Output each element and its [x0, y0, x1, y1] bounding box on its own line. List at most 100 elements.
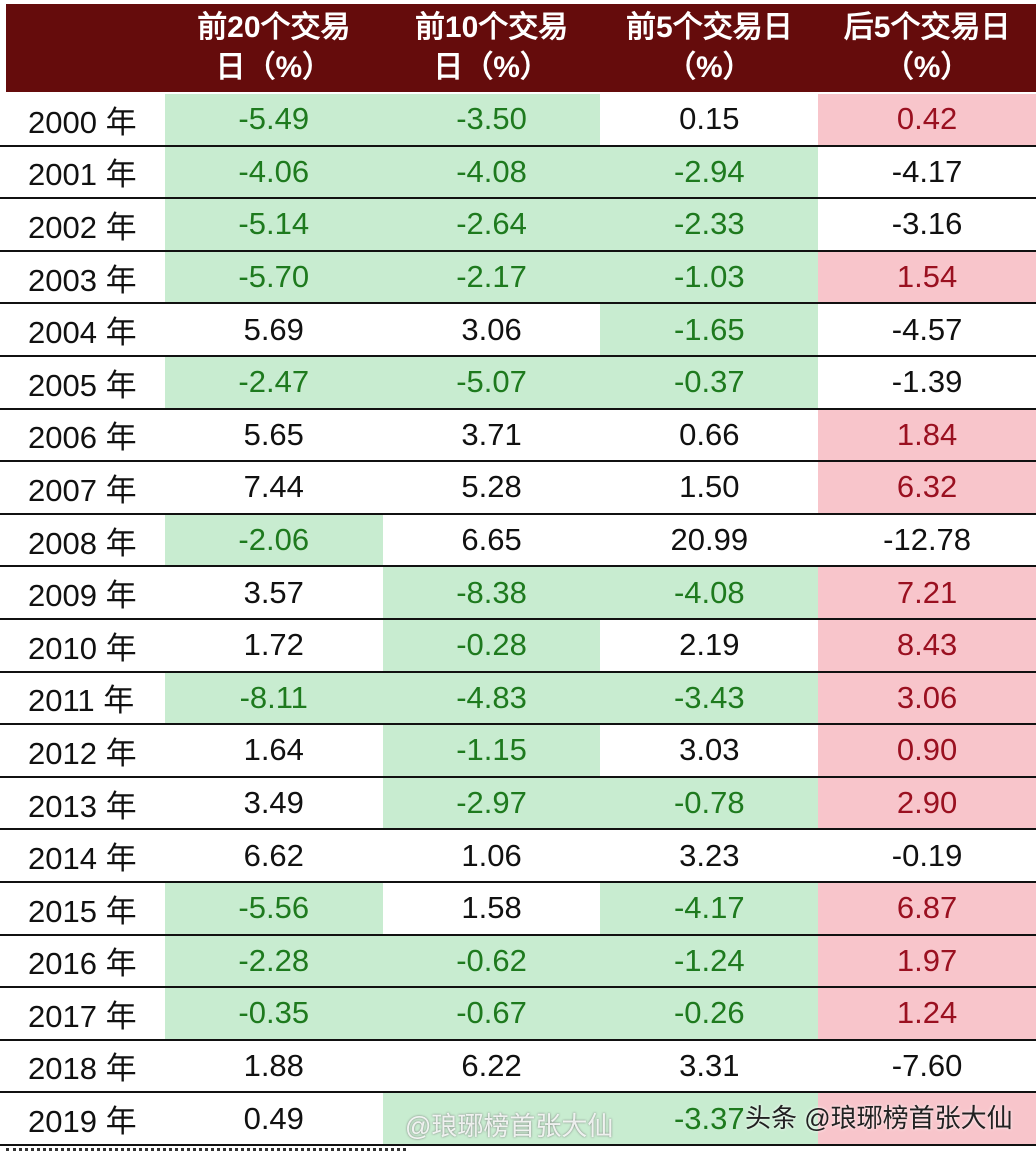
table-row: 2017 年 -0.35 -0.67 -0.26 1.24 [0, 988, 1036, 1041]
value-cell: 1.72 [243, 627, 304, 663]
table-header: 前20个交易日（%） 前10个交易日（%） 前5个交易日（%） 后5个交易日（%… [6, 4, 1036, 92]
value-cell: -8.38 [382, 567, 601, 618]
value-cell: 3.03 [679, 732, 740, 768]
value-cell: 0.90 [818, 725, 1036, 776]
value-cell: -2.47 [164, 356, 383, 408]
value-cell: 0.49 [243, 1100, 304, 1136]
header-pre5: 前5个交易日（%） [601, 4, 819, 92]
value-cell: 1.64 [243, 732, 304, 768]
value-cell: 7.21 [818, 567, 1036, 618]
value-cell: -0.78 [600, 777, 819, 829]
year-cell: 2016 年 [28, 946, 137, 982]
value-cell: -1.03 [600, 251, 819, 303]
year-cell: 2019 年 [28, 1104, 137, 1140]
toutiao-watermark: 头条 @琅琊榜首张大仙 [745, 1103, 1013, 1133]
value-cell: 8.43 [818, 619, 1036, 671]
year-cell: 2008 年 [28, 525, 137, 561]
header-label: 前10个交易日（%） [414, 11, 569, 84]
value-cell: 1.24 [818, 988, 1036, 1039]
table-row: 2013 年 3.49 -2.97 -0.78 2.90 [0, 777, 1036, 831]
table-row: 2010 年 1.72 -0.28 2.19 8.43 [0, 619, 1036, 673]
value-cell: -2.06 [164, 514, 383, 566]
value-cell: 6.22 [461, 1047, 522, 1083]
value-cell: 5.28 [461, 469, 522, 505]
value-cell: -4.06 [164, 146, 383, 198]
value-cell: -0.26 [600, 988, 819, 1039]
year-cell: 2006 年 [28, 420, 137, 456]
value-cell: -1.39 [891, 364, 963, 400]
value-cell: -4.08 [382, 146, 601, 198]
year-cell: 2012 年 [28, 735, 137, 771]
value-cell: -3.16 [891, 206, 963, 242]
table-row: 2009 年 3.57 -8.38 -4.08 7.21 [0, 567, 1036, 620]
value-cell: 6.62 [243, 837, 304, 873]
value-cell: -2.64 [382, 199, 601, 250]
value-cell: 3.06 [818, 672, 1036, 724]
value-cell: -2.33 [600, 199, 819, 250]
table-row: 2000 年 -5.49 -3.50 0.15 0.42 [0, 94, 1036, 147]
table-row: 2019 年 0.49 -3.37 [0, 1093, 1036, 1146]
year-cell: 2013 年 [28, 788, 137, 824]
table-row: 2015 年 -5.56 1.58 -4.17 6.87 [0, 882, 1036, 936]
year-cell: 2003 年 [28, 262, 137, 298]
table-row: 2011 年 -8.11 -4.83 -3.43 3.06 [0, 672, 1036, 726]
year-cell: 2010 年 [28, 630, 137, 666]
value-cell: 3.31 [679, 1047, 740, 1083]
value-cell: -1.15 [382, 725, 601, 776]
value-cell: -0.28 [382, 619, 601, 671]
year-cell: 2004 年 [28, 315, 137, 351]
value-cell: 1.58 [461, 890, 522, 926]
year-cell: 2005 年 [28, 367, 137, 403]
value-cell: -4.57 [891, 311, 963, 347]
year-cell: 2002 年 [28, 209, 137, 245]
value-cell: -5.07 [382, 356, 601, 408]
header-pre20: 前20个交易日（%） [165, 4, 383, 92]
value-cell: 1.84 [818, 409, 1036, 461]
value-cell: -2.17 [382, 251, 601, 303]
value-cell: 0.66 [679, 416, 740, 452]
table-row: 2006 年 5.65 3.71 0.66 1.84 [0, 409, 1036, 463]
table-row: 2003 年 -5.70 -2.17 -1.03 1.54 [0, 251, 1036, 305]
value-cell: -4.17 [891, 153, 963, 189]
weibo-watermark: @琅琊榜首张大仙 [405, 1111, 614, 1141]
value-cell: -3.43 [600, 672, 819, 724]
header-year [6, 4, 165, 92]
header-label: 前20个交易日（%） [197, 11, 351, 84]
year-cell: 2007 年 [28, 472, 137, 508]
value-cell: 6.32 [818, 462, 1036, 513]
table-row: 2004 年 5.69 3.06 -1.65 -4.57 [0, 304, 1036, 357]
value-cell: 20.99 [670, 522, 749, 558]
value-cell: -0.62 [382, 935, 601, 987]
value-cell [818, 1093, 1036, 1144]
table-row: 2001 年 -4.06 -4.08 -2.94 -4.17 [0, 146, 1036, 200]
year-cell: 2014 年 [28, 841, 137, 877]
value-cell: -5.70 [164, 251, 383, 303]
value-cell: 6.65 [461, 522, 522, 558]
value-cell: -12.78 [883, 522, 972, 558]
value-cell: 3.49 [243, 785, 304, 821]
value-cell: -5.56 [164, 882, 383, 934]
year-cell: 2018 年 [28, 1051, 137, 1087]
year-cell: 2000 年 [28, 104, 137, 140]
year-cell: 2001 年 [28, 157, 137, 193]
value-cell: 1.88 [243, 1047, 304, 1083]
value-cell [382, 1093, 601, 1144]
value-cell: 1.06 [461, 837, 522, 873]
value-cell: 1.50 [679, 469, 740, 505]
value-cell: -3.37 [600, 1093, 819, 1144]
value-cell: 3.57 [243, 574, 304, 610]
value-cell: 0.15 [679, 101, 740, 137]
value-cell: 6.87 [818, 882, 1036, 934]
value-cell: 3.06 [461, 311, 522, 347]
table-row: 2014 年 6.62 1.06 3.23 -0.19 [0, 830, 1036, 883]
value-cell: -1.65 [600, 304, 819, 355]
table-row: 2016 年 -2.28 -0.62 -1.24 1.97 [0, 935, 1036, 989]
value-cell: -5.49 [164, 94, 383, 145]
table-row: 2018 年 1.88 6.22 3.31 -7.60 [0, 1041, 1036, 1094]
year-cell: 2015 年 [28, 893, 137, 929]
header-label: 后5个交易日（%） [843, 11, 1011, 84]
table-row: 2008 年 -2.06 6.65 20.99 -12.78 [0, 514, 1036, 568]
year-cell: 2009 年 [28, 578, 137, 614]
table-row: 2002 年 -5.14 -2.64 -2.33 -3.16 [0, 199, 1036, 252]
value-cell: -2.97 [382, 777, 601, 829]
